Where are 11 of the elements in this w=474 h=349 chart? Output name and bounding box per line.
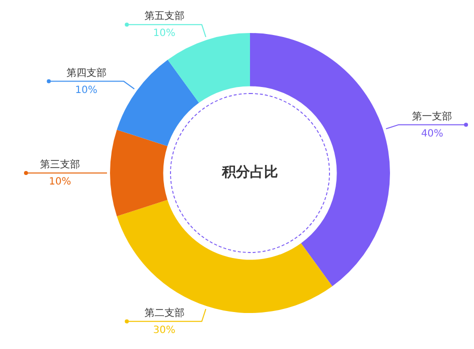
- slice-label: 第二支部: [144, 306, 184, 319]
- data-label: 40%: [421, 128, 444, 140]
- slice-label: 第一支部: [412, 110, 452, 122]
- data-label: 30%: [153, 324, 176, 336]
- data-label: 10%: [153, 28, 176, 40]
- data-label: 10%: [48, 176, 72, 188]
- data-label: 10%: [75, 84, 98, 96]
- slice-label: 第四支部: [66, 66, 106, 79]
- text: 积分占比: [221, 164, 278, 181]
- slice-label: 第五支部: [144, 10, 184, 22]
- slice-label: 第三支部: [40, 158, 80, 171]
